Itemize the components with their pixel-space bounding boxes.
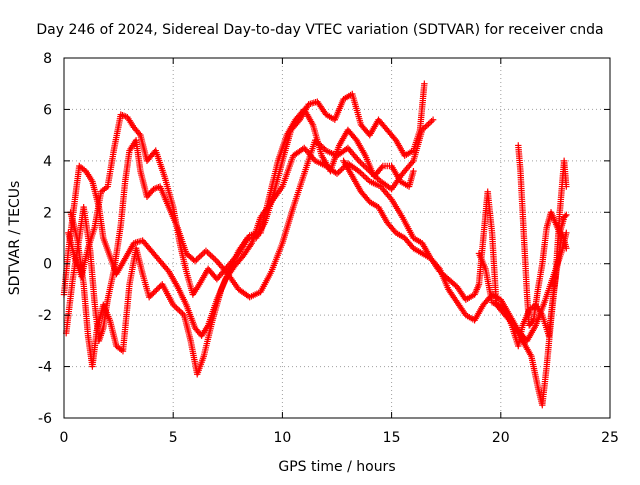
- data-point-marker: [529, 318, 536, 325]
- y-tick-label: 6: [43, 102, 52, 118]
- data-point-marker: [120, 112, 128, 120]
- x-axis-label: GPS time / hours: [278, 459, 395, 475]
- y-tick-label: -6: [38, 411, 52, 427]
- series-trace-5: [340, 157, 570, 409]
- x-tick-label: 5: [169, 430, 178, 446]
- data-point-marker: [426, 119, 434, 126]
- data-point-marker: [207, 252, 214, 259]
- data-point-marker: [358, 170, 366, 178]
- data-point-marker: [360, 172, 367, 179]
- data-point-marker: [425, 120, 432, 128]
- data-point-marker: [193, 256, 200, 263]
- x-tick-label: 10: [273, 430, 291, 446]
- data-point-marker: [174, 306, 182, 313]
- data-point-marker: [423, 122, 431, 129]
- data-point-marker: [563, 183, 570, 190]
- data-point-marker: [202, 247, 210, 255]
- series-trace-6: [475, 229, 570, 350]
- data-point-marker: [198, 252, 205, 259]
- axis-ticks: 0 5 10 15 20 25 -6 -4 -2 0 2 4 6 8: [38, 51, 619, 446]
- data-point-marker: [147, 292, 154, 299]
- y-tick-label: -2: [38, 308, 52, 324]
- data-series: [60, 80, 570, 409]
- x-tick-label: 25: [601, 430, 619, 446]
- series-trace-2: [62, 116, 437, 345]
- data-point-marker: [210, 255, 217, 262]
- y-axis-label: SDTVAR / TECUs: [7, 181, 23, 296]
- data-point-marker: [204, 249, 211, 256]
- data-point-marker: [199, 250, 207, 257]
- data-point-marker: [148, 291, 156, 298]
- data-point-marker: [422, 123, 429, 131]
- data-point-marker: [173, 304, 180, 311]
- data-point-marker: [212, 256, 219, 263]
- data-point-marker: [378, 164, 385, 171]
- x-tick-label: 20: [492, 430, 510, 446]
- data-point-marker: [205, 250, 213, 257]
- data-point-marker: [209, 253, 216, 260]
- data-point-marker: [177, 309, 185, 316]
- data-point-marker: [176, 307, 183, 314]
- data-point-marker: [562, 212, 569, 220]
- plot-frame: [63, 57, 611, 419]
- series-trace-7: [515, 142, 570, 329]
- y-tick-label: -4: [38, 360, 52, 376]
- data-point-marker: [357, 159, 364, 166]
- data-point-marker: [563, 245, 570, 252]
- chart-title: Day 246 of 2024, Sidereal Day-to-day VTE…: [36, 22, 603, 38]
- data-point-marker: [153, 286, 160, 294]
- data-point-marker: [156, 283, 163, 291]
- data-point-marker: [151, 288, 159, 295]
- x-tick-label: 0: [60, 430, 69, 446]
- data-point-marker: [421, 80, 428, 87]
- data-point-marker: [410, 167, 417, 175]
- series-trace-4: [67, 80, 428, 378]
- y-tick-label: 2: [43, 205, 52, 221]
- data-point-marker: [429, 116, 437, 123]
- data-point-marker: [335, 169, 342, 176]
- data-point-marker: [150, 289, 157, 297]
- data-point-marker: [363, 175, 370, 182]
- data-point-marker: [358, 160, 366, 167]
- data-point-marker: [428, 117, 435, 125]
- y-tick-label: 0: [43, 257, 52, 273]
- y-tick-label: 8: [43, 51, 52, 67]
- data-point-marker: [154, 285, 162, 292]
- y-tick-label: 4: [43, 154, 52, 170]
- data-point-marker: [145, 293, 153, 301]
- x-tick-label: 15: [383, 430, 401, 446]
- data-point-marker: [338, 166, 345, 173]
- data-point-marker: [563, 211, 570, 219]
- data-point-marker: [196, 253, 203, 260]
- data-point-marker: [361, 173, 369, 181]
